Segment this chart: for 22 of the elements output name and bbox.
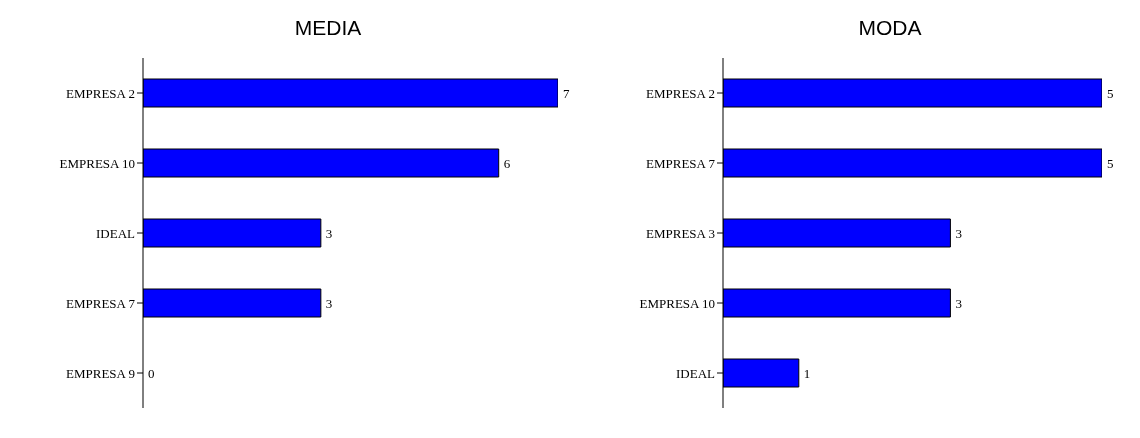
data-label: 7 [563,85,570,101]
chart-title: MEDIA [293,15,363,41]
y-tick-label: EMPRESA 9 [66,365,135,381]
y-tick-label: EMPRESA 2 [66,85,135,101]
y-tick-label: EMPRESA 10 [639,295,715,311]
y-tick-label: EMPRESA 7 [646,155,716,171]
data-label: 5 [1107,155,1114,171]
data-label: 3 [955,295,962,311]
y-tick-label: EMPRESA 2 [646,85,715,101]
y-tick-label: IDEAL [676,365,716,381]
y-tick-label: EMPRESA 7 [66,295,136,311]
y-tick-label: EMPRESA 3 [646,225,715,241]
data-label: 3 [325,295,333,311]
y-tick-label: IDEAL [96,225,136,241]
data-label: 6 [503,155,511,171]
data-label: 5 [1107,85,1114,101]
y-tick-label: EMPRESA 10 [59,155,135,171]
chart-title: MODA [857,15,923,41]
data-label: 3 [955,225,962,241]
data-label: 0 [148,365,155,381]
data-label: 3 [325,225,333,241]
data-label: 1 [803,365,811,381]
